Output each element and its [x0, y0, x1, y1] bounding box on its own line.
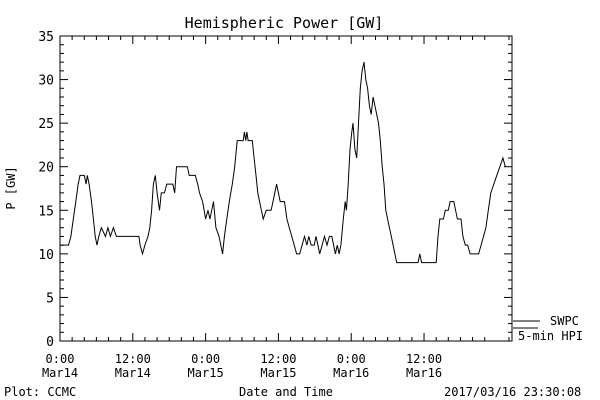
series-line-5-min-hpi	[60, 61, 506, 264]
y-tick-label: 0	[46, 335, 54, 350]
y-tick-label: 25	[38, 117, 54, 132]
series-layer	[60, 61, 506, 264]
x-tick-date-label: Mar15	[260, 366, 296, 380]
x-tick-date-label: Mar16	[333, 366, 369, 380]
x-tick-date-label: Mar14	[42, 366, 78, 380]
x-tick-time-label: 12:00	[406, 352, 442, 366]
plot-credit: Plot: CCMC	[4, 385, 76, 399]
x-tick-date-label: Mar16	[406, 366, 442, 380]
legend-swpc-label: SWPC	[550, 314, 579, 328]
y-axis: 0 5 10 15 20 25 30 35	[38, 30, 512, 350]
plot-timestamp: 2017/03/16 23:30:08	[444, 385, 581, 399]
x-tick-date-label: Mar14	[115, 366, 151, 380]
x-tick-time-label: 12:00	[115, 352, 151, 366]
y-tick-label: 5	[46, 291, 54, 306]
plot-frame	[59, 35, 513, 342]
y-tick-label: 30	[38, 74, 54, 89]
chart-title: Hemispheric Power [GW]	[185, 14, 384, 32]
x-tick-time-label: 0:00	[337, 352, 366, 366]
x-tick-time-label: 0:00	[46, 352, 75, 366]
y-tick-label: 10	[38, 248, 54, 263]
x-axis-label: Date and Time	[239, 385, 333, 399]
x-axis: 0:00Mar1412:00Mar140:00Mar1512:00Mar150:…	[42, 36, 510, 380]
y-tick-label: 15	[38, 204, 54, 219]
x-tick-time-label: 0:00	[191, 352, 220, 366]
y-axis-label: P [GW]	[4, 166, 18, 209]
y-tick-label: 20	[38, 161, 54, 176]
x-tick-time-label: 12:00	[260, 352, 296, 366]
legend: SWPC 5-min HPI	[513, 314, 583, 343]
legend-hpi-label: 5-min HPI	[518, 329, 583, 343]
y-tick-label: 35	[38, 30, 54, 45]
x-tick-date-label: Mar15	[188, 366, 224, 380]
plot-area	[59, 35, 513, 342]
